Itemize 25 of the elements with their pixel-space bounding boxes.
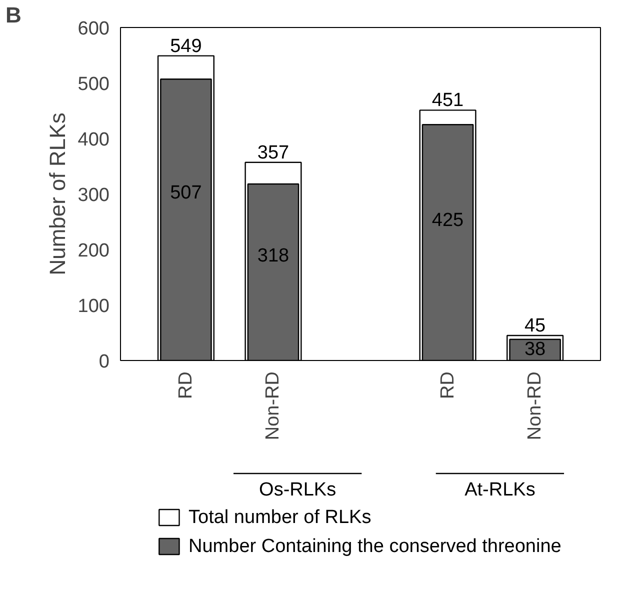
data-label: 451 [432,90,464,112]
legend-label: Total number of RLKs [188,507,372,528]
x-tick-label: Non-RD [262,372,284,440]
y-tick-label: 300 [78,185,110,206]
data-label: 425 [432,210,464,231]
text: Os-RLKs [259,480,336,500]
data-label: 357 [257,142,290,164]
data-label: 45 [524,316,546,337]
x-tick-label: RD [437,371,458,399]
y-tick-label: 0 [98,352,110,372]
data-label: 507 [170,182,202,204]
text: At-RLKs [464,480,536,500]
data-label: 549 [170,36,202,57]
x-tick-label: RD [175,371,196,399]
x-tick-label: Non-RD [524,372,546,440]
y-tick-label: 200 [78,240,110,262]
data-label: 318 [257,246,290,267]
y-tick-label: 500 [78,74,110,95]
legend-label: Number Containing the conserved threonine [188,536,562,557]
y-tick-label: 400 [78,130,110,150]
y-axis-title: Number of RLKs [44,112,70,276]
text: B [6,2,22,28]
y-tick-label: 600 [78,18,110,40]
y-tick-label: 100 [78,296,110,317]
data-label: 38 [524,338,546,360]
